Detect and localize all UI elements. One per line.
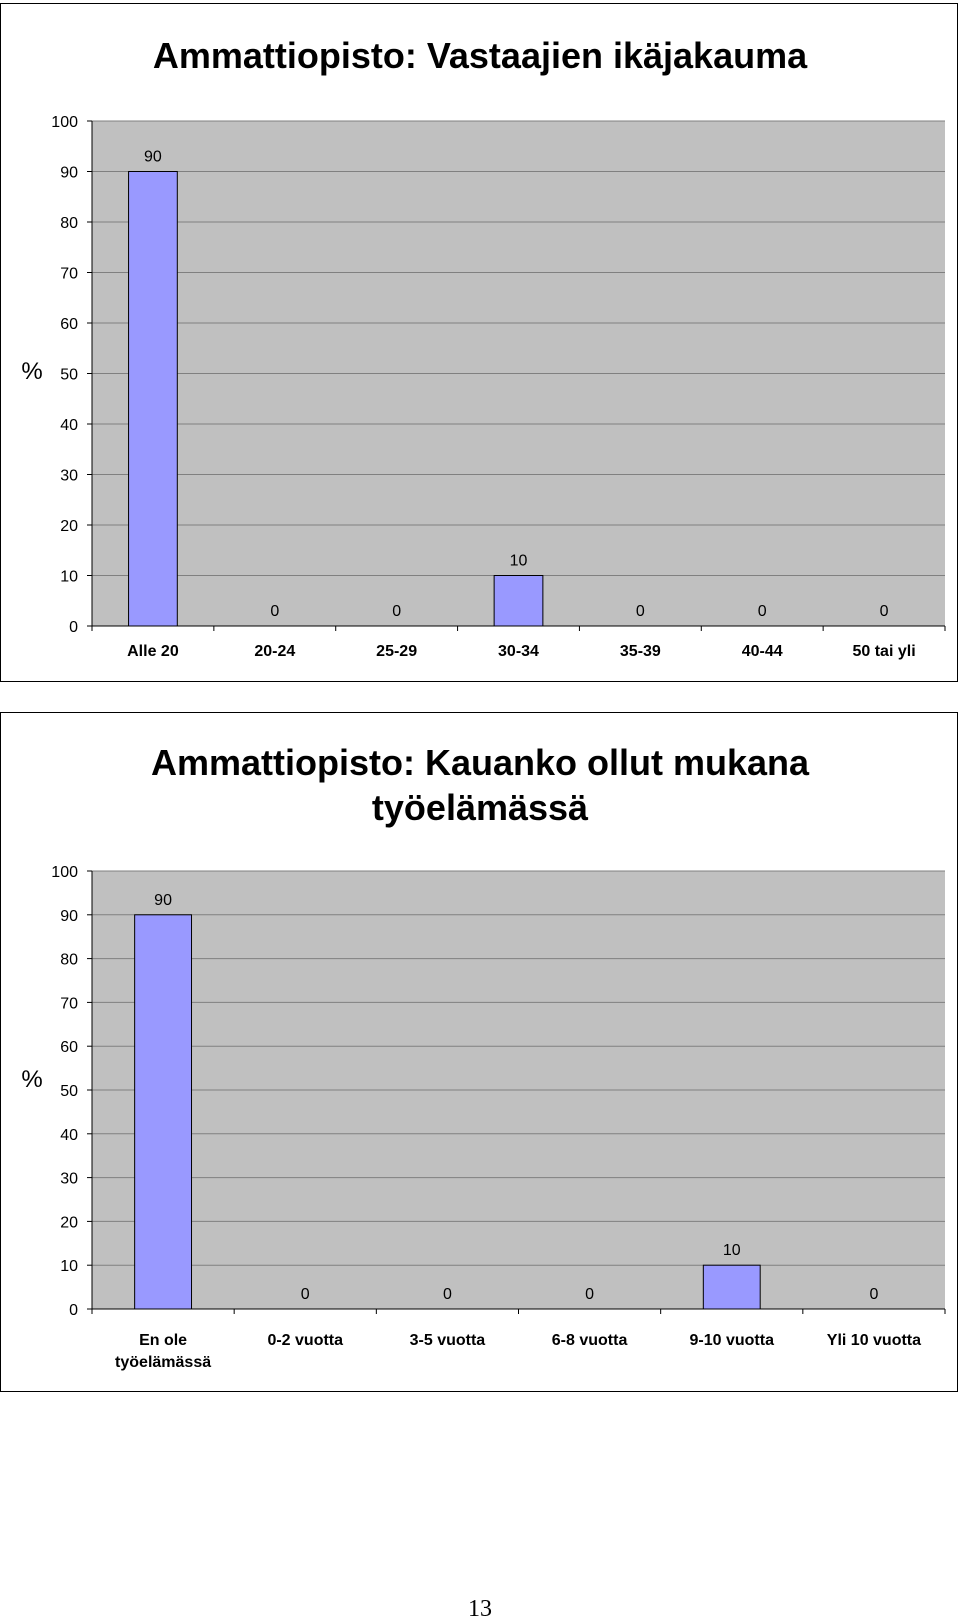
y-tick-label: 30	[60, 468, 78, 485]
data-label: 0	[880, 603, 889, 620]
category-label: Alle 20	[127, 643, 179, 660]
category-label: 35-39	[620, 643, 661, 660]
y-tick-label: 60	[60, 1039, 78, 1056]
category-label: 9-10 vuotta	[690, 1332, 775, 1349]
page-number: 13	[468, 1596, 492, 1622]
y-tick-label: 20	[60, 518, 78, 535]
bar	[128, 171, 178, 627]
category-label: 50 tai yli	[852, 643, 915, 660]
work-experience-plot: Ammattiopisto: Kauanko ollut mukanatyöel…	[21, 742, 946, 1371]
y-tick-label: 100	[51, 114, 78, 131]
y-tick-label: 80	[60, 215, 78, 232]
y-tick-label: 60	[60, 316, 78, 333]
y-tick-label: 70	[60, 995, 78, 1012]
y-axis-label: %	[21, 358, 42, 385]
bar	[493, 575, 544, 627]
age-distribution-chart: Ammattiopisto: Vastaajien ikäjakauma 0 10 2…	[0, 3, 958, 682]
y-tick-label: 50	[60, 367, 78, 384]
data-label: 0	[270, 603, 279, 620]
data-label: 0	[585, 1286, 594, 1303]
y-tick-label: 70	[60, 266, 78, 283]
category-label: 6-8 vuotta	[552, 1332, 628, 1349]
data-label: 0	[301, 1286, 310, 1303]
category-label: 3-5 vuotta	[410, 1332, 486, 1349]
category-label: En ole työelämässä	[115, 1332, 211, 1371]
data-label: 10	[510, 553, 528, 570]
bar	[702, 1264, 761, 1310]
work-experience-chart: Ammattiopisto: Kauanko ollut mukana työel…	[0, 712, 958, 1392]
y-tick-label: 90	[60, 908, 78, 925]
category-label: Yli 10 vuotta	[827, 1332, 921, 1349]
bar	[134, 914, 193, 1310]
chart-title: Ammattiopisto: Kauanko ollut mukana	[151, 742, 810, 783]
y-tick-label: 50	[60, 1083, 78, 1100]
category-label: 0-2 vuotta	[267, 1332, 343, 1349]
data-label: 0	[443, 1286, 452, 1303]
data-label: 0	[758, 603, 767, 620]
y-tick-label: 0	[69, 619, 78, 636]
data-label: 0	[636, 603, 645, 620]
chart-title: Ammattiopisto: Vastaajien ikäjakauma	[153, 35, 808, 76]
y-tick-label: 80	[60, 952, 78, 969]
data-label: 90	[144, 149, 162, 166]
y-tick-label: 100	[51, 864, 78, 881]
y-tick-label: 20	[60, 1214, 78, 1231]
y-tick-label: 40	[60, 417, 78, 434]
y-tick-label: 10	[60, 1258, 78, 1275]
chart-title: työelämässä	[372, 787, 589, 828]
data-label: 10	[723, 1242, 741, 1259]
category-label: 25-29	[376, 643, 417, 660]
age-distribution-plot: Ammattiopisto: Vastaajien ikäjakauma 0 10 2…	[21, 35, 946, 660]
category-label: 40-44	[742, 643, 783, 660]
y-axis-label: %	[21, 1066, 42, 1093]
y-tick-label: 0	[69, 1302, 78, 1319]
data-label: 90	[154, 892, 172, 909]
y-tick-label: 40	[60, 1127, 78, 1144]
category-label: 30-34	[498, 643, 539, 660]
y-tick-label: 10	[60, 569, 78, 586]
data-label: 0	[869, 1286, 878, 1303]
y-tick-label: 30	[60, 1171, 78, 1188]
category-label: 20-24	[254, 643, 295, 660]
data-label: 0	[392, 603, 401, 620]
y-tick-label: 90	[60, 165, 78, 182]
